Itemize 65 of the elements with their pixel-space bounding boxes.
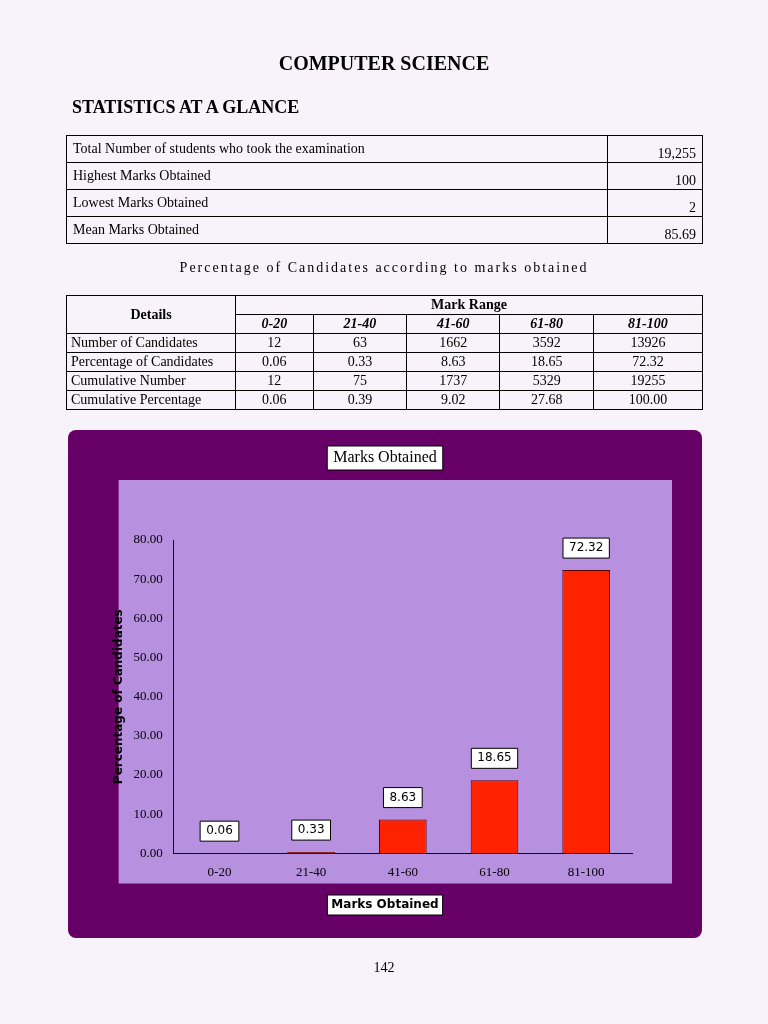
text: 8.63 (406, 352, 500, 372)
text: 19,255 (607, 135, 703, 163)
text: STATISTICS AT A GLANCE (72, 97, 300, 118)
text: 100 (607, 162, 703, 190)
text: 100.00 (593, 390, 703, 410)
text: 12 (235, 371, 314, 391)
text: Lowest Marks Obtained (66, 189, 608, 217)
text: 0.33 (313, 352, 407, 372)
text: 5329 (499, 371, 594, 391)
text: Number of Candidates (66, 333, 236, 353)
y-tick-label: 20.00 (133, 766, 163, 782)
data-label: 18.65 (477, 750, 512, 765)
text: 81-100 (593, 314, 703, 334)
x-tick-label: 21-40 (295, 863, 327, 879)
chart-title: Marks Obtained (333, 448, 437, 466)
text: 3592 (499, 333, 594, 353)
text: 0.39 (313, 390, 407, 410)
y-tick-label: 80.00 (133, 531, 163, 547)
text: COMPUTER SCIENCE (277, 52, 491, 75)
text: 0.06 (235, 390, 314, 410)
y-tick-label: 50.00 (133, 648, 163, 664)
text: Mark Range (235, 295, 703, 315)
text: 21-40 (313, 314, 407, 334)
text: Cumulative Number (66, 371, 236, 391)
text: 27.68 (499, 390, 594, 410)
text: Percentage of Candidates (66, 352, 236, 372)
text: Total Number of students who took the examination (66, 135, 608, 163)
y-tick-label: 30.00 (133, 727, 163, 743)
text: 142 (372, 960, 396, 976)
data-label: 0.06 (206, 823, 233, 838)
data-label: 0.33 (297, 822, 325, 837)
text: 12 (235, 333, 314, 353)
x-tick-label: 0-20 (207, 863, 232, 879)
text: Mean Marks Obtained (66, 216, 608, 244)
y-tick-label: 70.00 (133, 570, 163, 586)
y-tick-label: 10.00 (133, 805, 163, 821)
y-tick-label: 0.00 (139, 844, 163, 860)
data-label: 8.63 (389, 789, 417, 804)
y-tick-label: 60.00 (133, 609, 163, 625)
text: 1662 (406, 333, 500, 353)
text: Highest Marks Obtained (66, 162, 608, 190)
text: 41-60 (406, 314, 500, 334)
text: 2 (607, 189, 703, 217)
x-axis-title: Marks Obtained (331, 897, 439, 912)
text: Cumulative Percentage (66, 390, 236, 410)
text: 13926 (593, 333, 703, 353)
text: 9.02 (406, 390, 500, 410)
text: 18.65 (499, 352, 594, 372)
text: 19255 (593, 371, 703, 391)
text: Percentage of Candidates according to marks obtained (178, 260, 590, 276)
text: 85.69 (607, 216, 703, 244)
y-tick-label: 40.00 (133, 688, 163, 704)
text: 75 (313, 371, 407, 391)
y-axis-title: Percentage of Candidates (111, 609, 126, 785)
text: 63 (313, 333, 407, 353)
text: 0.06 (235, 352, 314, 372)
x-tick-label: 61-80 (479, 863, 510, 879)
x-tick-label: 41-60 (387, 863, 418, 879)
text: 0-20 (235, 314, 314, 334)
x-tick-label: 81-100 (567, 863, 605, 879)
text: 72.32 (593, 352, 703, 372)
text: 1737 (406, 371, 500, 391)
text: 61-80 (499, 314, 594, 334)
text: Details (66, 295, 236, 334)
data-label: 72.32 (568, 540, 604, 555)
